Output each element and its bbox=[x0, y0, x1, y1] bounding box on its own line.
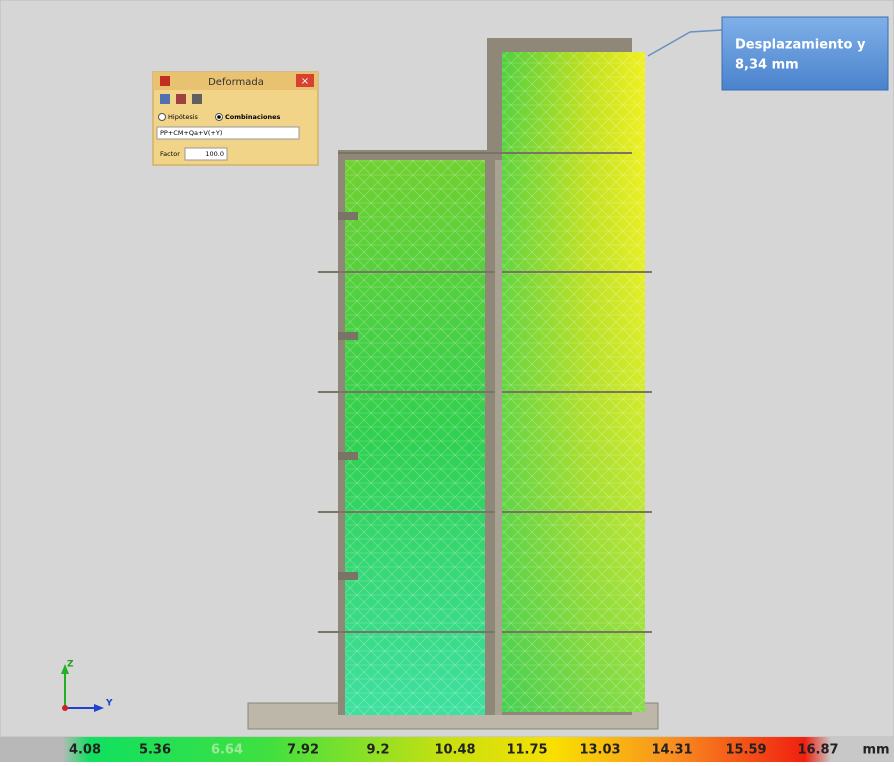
scale-label: 14.31 bbox=[651, 743, 692, 758]
scale-label: 6.64 bbox=[211, 743, 243, 758]
radio-label: Combinaciones bbox=[225, 113, 280, 121]
radio-label: Hipótesis bbox=[168, 113, 199, 121]
callout-text: 8,34 mm bbox=[735, 58, 799, 73]
scale-unit: mm bbox=[862, 743, 889, 758]
dialog-title: Deformada bbox=[208, 77, 264, 88]
scale-label: 11.75 bbox=[506, 743, 547, 758]
radio[interactable] bbox=[159, 114, 166, 121]
factor-label: Factor bbox=[160, 150, 180, 158]
scale-label: 7.92 bbox=[287, 743, 319, 758]
scale-label: 10.48 bbox=[434, 743, 475, 758]
scale-label: 16.87 bbox=[797, 743, 838, 758]
callout-text: Desplazamiento y bbox=[735, 38, 866, 53]
scale-label: 5.36 bbox=[139, 743, 171, 758]
scale-label: 15.59 bbox=[725, 743, 766, 758]
scale-label: 9.2 bbox=[366, 743, 389, 758]
combo-value: PP+CM+Qa+V(+Y) bbox=[160, 129, 222, 137]
scale-label: 4.08 bbox=[69, 743, 101, 758]
close-icon: × bbox=[301, 76, 309, 87]
page: Desplazamiento y 8,34 mm Deformada × Hip… bbox=[0, 0, 894, 762]
scale-label: 13.03 bbox=[579, 743, 620, 758]
viewport: Desplazamiento y 8,34 mm Deformada × Hip… bbox=[0, 0, 894, 762]
color-scale: 4.08 5.36 6.64 7.92 9.2 10.48 11.75 13.0… bbox=[0, 737, 894, 762]
axis-label: Z bbox=[67, 660, 74, 670]
dialog[interactable]: Deformada × Hipótesis Combinaciones PP+C… bbox=[153, 72, 318, 165]
axis-label: Y bbox=[105, 699, 113, 709]
factor-value: 100.0 bbox=[205, 150, 224, 158]
